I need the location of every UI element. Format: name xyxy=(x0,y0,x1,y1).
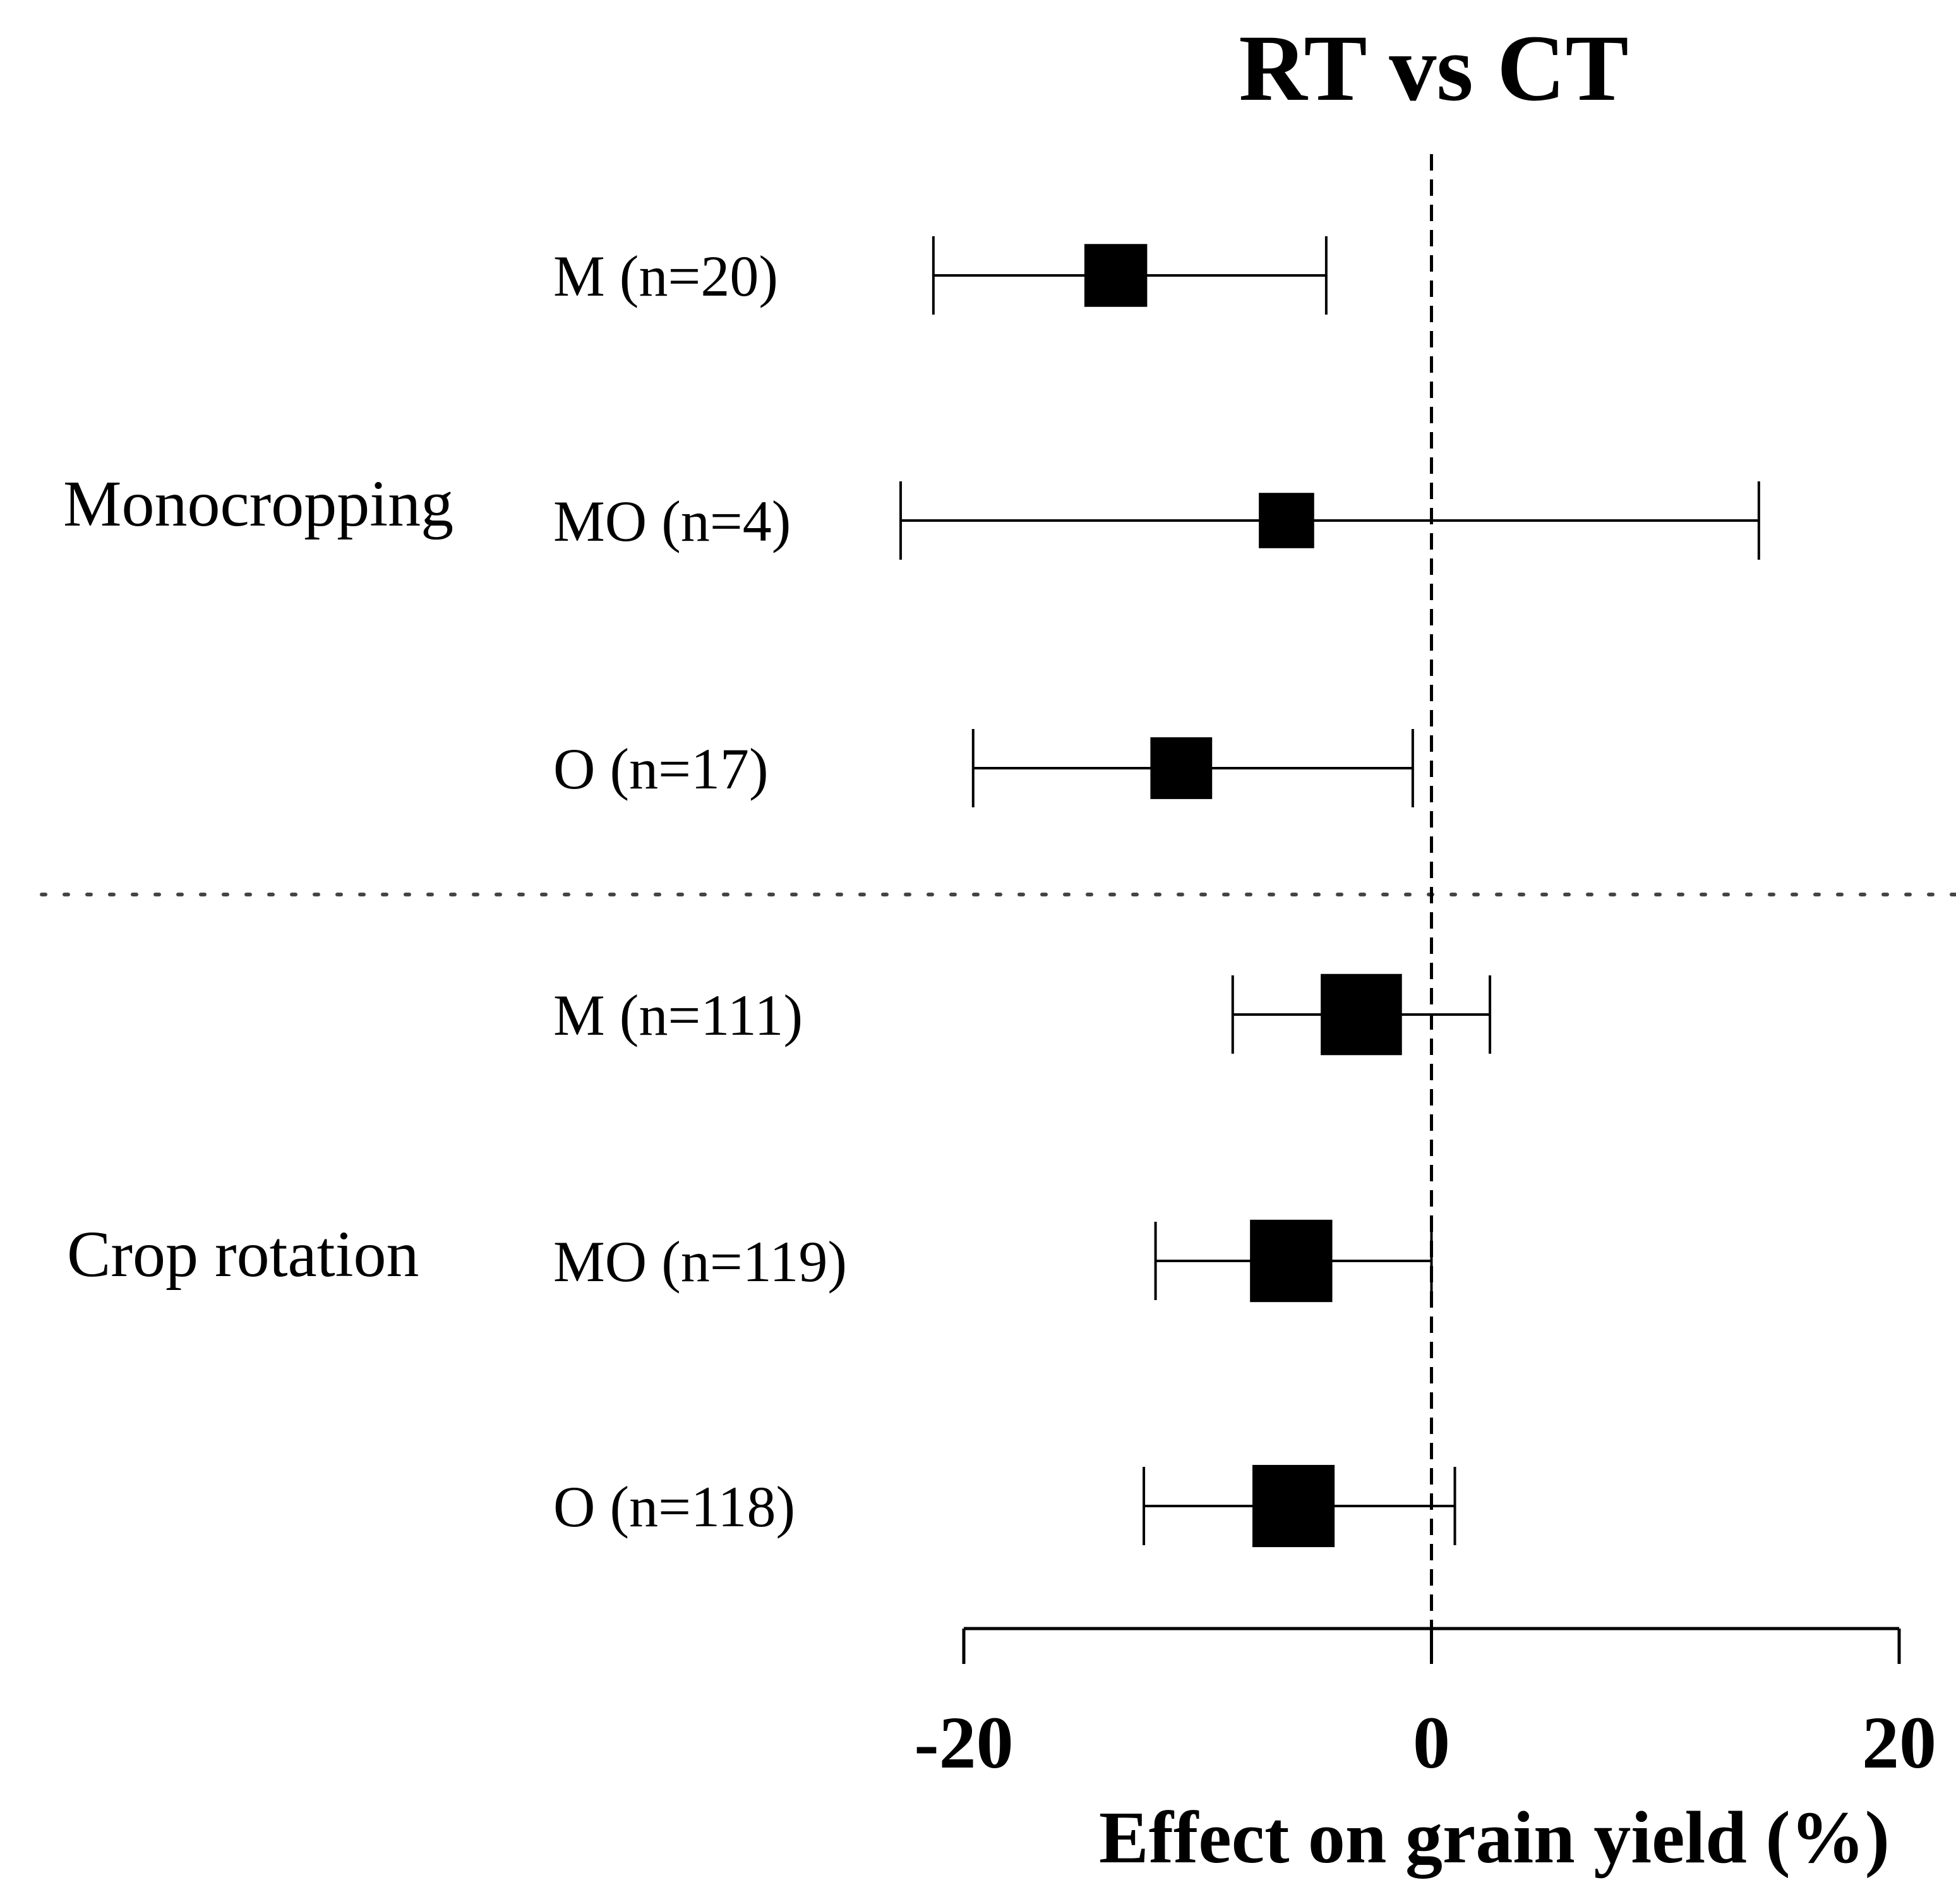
row-label: M (n=20) xyxy=(553,244,778,308)
forest-row: MO (n=119) xyxy=(553,1219,1433,1303)
x-axis: -20 0 20 xyxy=(914,1627,1936,1784)
group-label-crop-rotation: Crop rotation xyxy=(67,1218,419,1291)
mean-effect-marker xyxy=(1321,973,1402,1056)
forest-rows: M (n=20) MO (n=4) O (n=17) M (n=111) MO (n=1… xyxy=(553,236,1760,1548)
row-label: M (n=111) xyxy=(553,983,803,1047)
mean-effect-marker xyxy=(1084,244,1148,307)
x-tick-label: 20 xyxy=(1862,1701,1936,1784)
x-tick-label: -20 xyxy=(914,1701,1013,1784)
forest-row: O (n=17) xyxy=(553,729,1414,807)
row-label: MO (n=4) xyxy=(553,489,791,553)
row-label: MO (n=119) xyxy=(553,1229,847,1294)
chart-title: RT vs CT xyxy=(1239,16,1628,121)
x-tick-label: 0 xyxy=(1413,1701,1450,1784)
forest-row: MO (n=4) xyxy=(553,481,1760,560)
mean-effect-marker xyxy=(1250,1219,1333,1303)
mean-effect-marker xyxy=(1150,737,1213,799)
group-label-monocropping: Monocropping xyxy=(63,467,453,540)
x-axis-label: Effect on grain yield (%) xyxy=(1099,1796,1890,1879)
forest-row: M (n=111) xyxy=(553,973,1492,1056)
mean-effect-marker xyxy=(1259,493,1314,548)
mean-effect-marker xyxy=(1252,1464,1335,1548)
row-label: O (n=17) xyxy=(553,737,769,801)
row-label: O (n=118) xyxy=(553,1474,795,1539)
forest-row: M (n=20) xyxy=(553,236,1328,315)
forest-row: O (n=118) xyxy=(553,1464,1456,1548)
